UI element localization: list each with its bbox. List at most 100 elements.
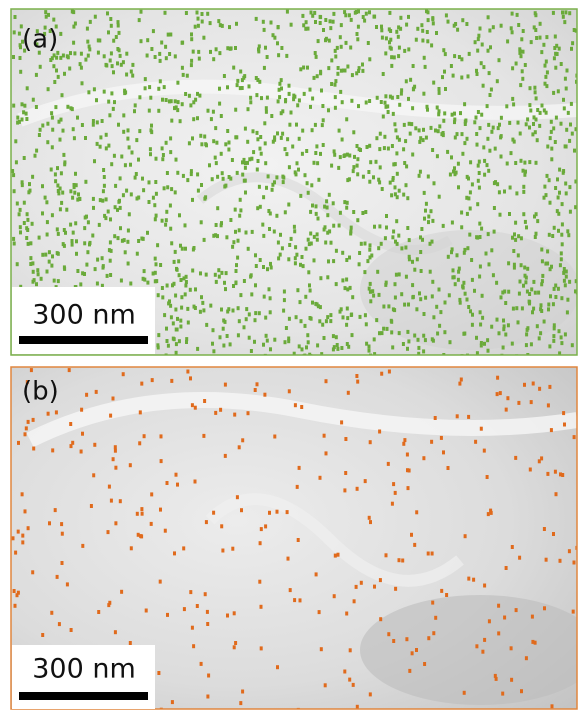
eds-dot: [160, 434, 163, 438]
eds-dot: [211, 342, 214, 346]
eds-dot: [559, 263, 562, 267]
eds-dot: [229, 342, 232, 346]
eds-dot: [221, 171, 224, 175]
eds-dot: [63, 72, 66, 76]
eds-dot: [504, 333, 507, 337]
eds-dot: [461, 132, 464, 136]
eds-dot: [254, 388, 257, 392]
eds-dot: [165, 98, 168, 102]
eds-dot: [384, 101, 387, 105]
eds-dot: [32, 98, 35, 102]
eds-dot: [538, 387, 541, 391]
eds-dot: [315, 212, 318, 216]
eds-dot: [301, 129, 304, 133]
eds-dot: [298, 137, 301, 141]
eds-dot: [113, 234, 116, 238]
eds-dot: [315, 55, 318, 59]
eds-dot: [330, 164, 333, 168]
eds-dot: [531, 615, 534, 619]
eds-dot: [332, 12, 335, 16]
eds-dot: [222, 327, 225, 331]
eds-dot: [244, 166, 247, 170]
eds-dot: [112, 457, 115, 461]
eds-dot: [140, 534, 143, 538]
eds-dot: [307, 340, 310, 344]
eds-dot: [87, 220, 90, 224]
eds-dot: [492, 25, 495, 29]
eds-dot: [163, 186, 166, 190]
eds-dot: [405, 183, 408, 187]
eds-dot: [547, 403, 550, 407]
eds-dot: [471, 323, 474, 327]
eds-dot: [402, 147, 405, 151]
eds-dot: [495, 281, 498, 285]
eds-dot: [394, 185, 397, 189]
eds-dot: [445, 13, 448, 17]
eds-dot: [260, 605, 263, 609]
eds-dot: [356, 705, 359, 709]
eds-dot: [294, 256, 297, 260]
eds-dot: [345, 258, 348, 262]
eds-dot: [29, 241, 32, 245]
eds-dot: [85, 393, 88, 397]
eds-dot: [379, 578, 382, 582]
eds-dot: [534, 90, 537, 94]
eds-dot: [265, 106, 268, 110]
eds-dot: [105, 197, 108, 201]
eds-dot: [460, 57, 463, 61]
eds-dot: [161, 98, 164, 102]
eds-dot: [477, 110, 480, 114]
eds-dot: [486, 104, 489, 108]
eds-dot: [206, 610, 209, 614]
eds-dot: [486, 475, 489, 479]
eds-dot: [189, 103, 192, 107]
eds-dot: [498, 331, 501, 335]
eds-dot: [247, 107, 250, 111]
eds-dot: [376, 96, 379, 100]
eds-dot: [350, 226, 353, 230]
eds-dot: [239, 70, 242, 74]
eds-dot: [461, 18, 464, 22]
eds-dot: [145, 609, 148, 613]
eds-dot: [157, 87, 160, 91]
eds-dot: [12, 173, 15, 177]
eds-dot: [358, 147, 361, 151]
eds-dot: [39, 128, 42, 132]
eds-dot: [338, 224, 341, 228]
eds-dot: [319, 15, 322, 19]
eds-dot: [483, 342, 486, 346]
eds-dot: [201, 12, 204, 16]
eds-dot: [426, 105, 429, 109]
eds-dot: [332, 334, 335, 338]
eds-dot: [337, 553, 340, 557]
eds-dot: [102, 168, 105, 172]
eds-dot: [434, 616, 437, 620]
eds-dot: [262, 234, 265, 238]
eds-dot: [174, 308, 177, 312]
eds-dot: [15, 160, 18, 164]
eds-dot: [443, 70, 446, 74]
eds-dot: [325, 379, 328, 383]
eds-dot: [69, 189, 72, 193]
eds-dot: [116, 208, 119, 212]
eds-dot: [466, 246, 469, 250]
eds-dot: [562, 169, 565, 173]
eds-dot: [356, 218, 359, 222]
eds-dot: [244, 191, 247, 195]
eds-dot: [373, 585, 376, 589]
eds-dot: [232, 66, 235, 70]
eds-dot: [400, 292, 403, 296]
eds-dot: [215, 280, 218, 284]
eds-dot: [479, 265, 482, 269]
eds-dot: [525, 332, 528, 336]
eds-dot: [446, 150, 449, 154]
eds-dot: [298, 344, 301, 348]
eds-dot: [385, 214, 388, 218]
eds-dot: [238, 445, 241, 449]
eds-dot: [296, 485, 299, 489]
eds-dot: [493, 230, 496, 234]
eds-dot: [341, 278, 344, 282]
eds-dot: [480, 113, 483, 117]
eds-dot: [524, 274, 527, 278]
eds-dot: [200, 220, 203, 224]
